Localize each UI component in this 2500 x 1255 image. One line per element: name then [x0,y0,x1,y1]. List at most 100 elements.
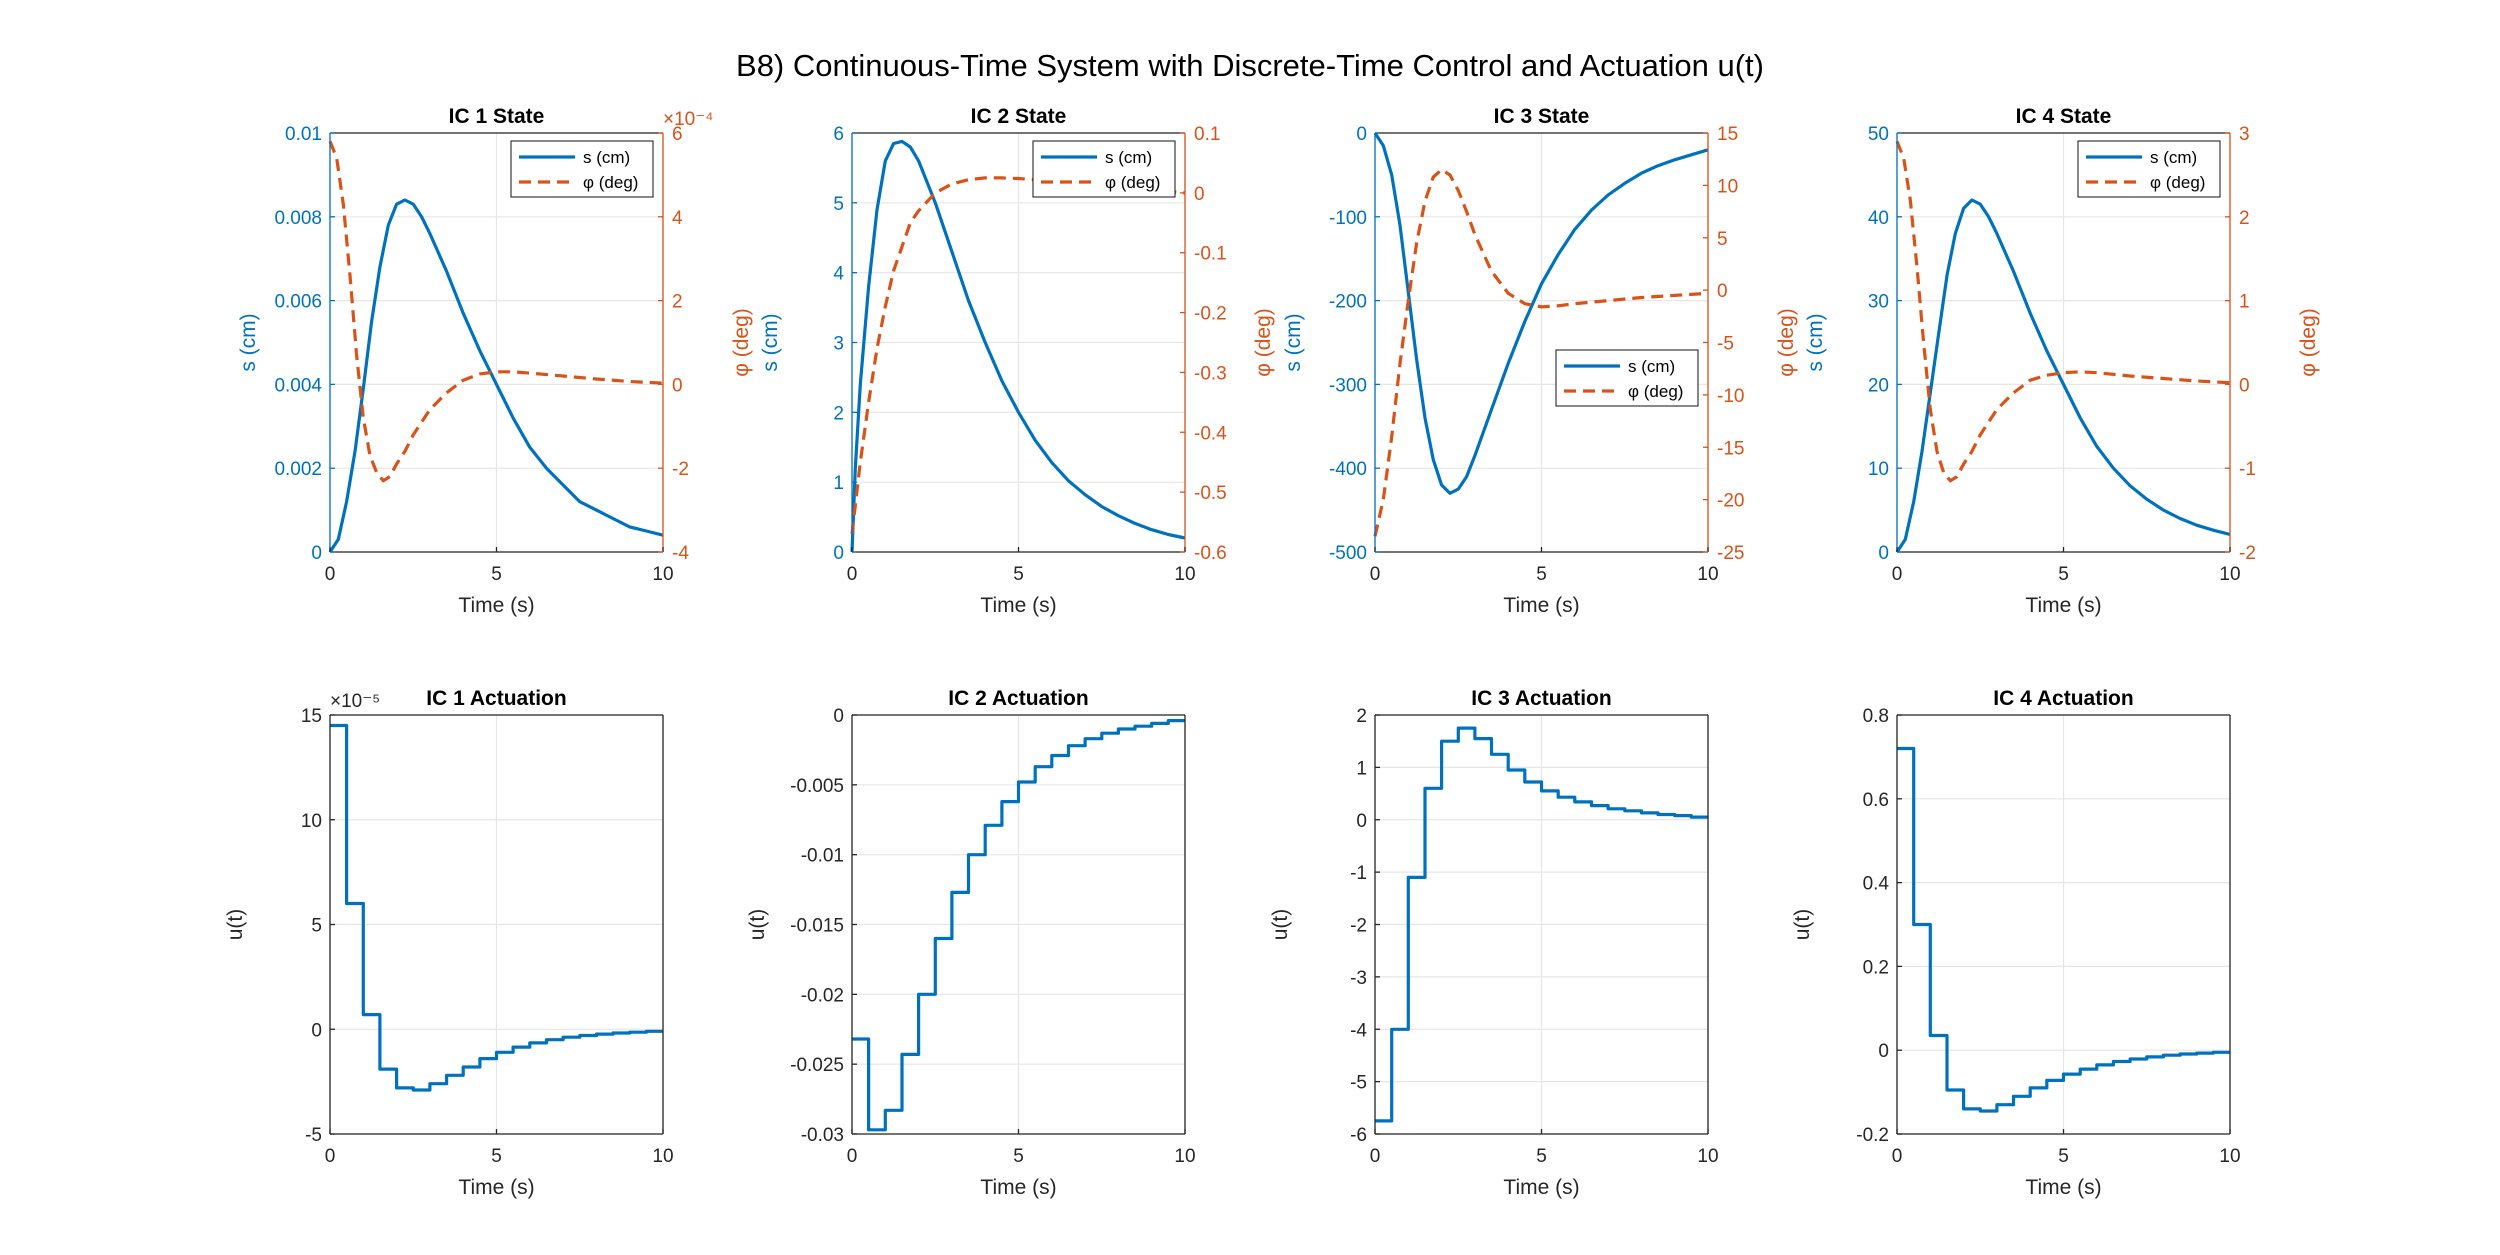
y-axis-label: u(t) [1269,909,1292,941]
y-tick-label: -2 [1350,916,1367,937]
y-tick-label: 0.2 [1863,957,1889,978]
y-tick-label: 0.4 [1863,874,1890,895]
y-tick-label: 2 [833,403,844,424]
y-tick-label: -0.015 [790,916,844,937]
y-tick-label: -200 [1329,292,1367,313]
y-tick-label: -3 [1350,968,1367,989]
y-tick-label: 0.008 [274,208,322,229]
y-right-tick-label: -0.4 [1194,423,1227,444]
y-tick-label: 0 [1356,124,1367,145]
y-right-tick-label: 0.1 [1194,124,1220,145]
x-tick-label: 5 [1536,564,1547,585]
y-right-tick-label: -2 [672,459,689,480]
subplot-title: IC 4 Actuation [1993,687,2133,710]
x-tick-label: 0 [847,564,858,585]
y-right-tick-label: -0.6 [1194,543,1227,564]
y-right-axis-label: φ (deg) [730,308,753,376]
y-right-tick-label: -0.3 [1194,363,1227,384]
y-right-tick-label: 2 [2239,208,2250,229]
y-tick-label: 0 [1878,543,1889,564]
y-right-tick-label: 1 [2239,292,2250,313]
legend: s (cm) φ (deg) [1032,140,1176,198]
x-tick-label: 10 [2219,1146,2240,1167]
y-right-tick-label: 0 [1194,184,1205,205]
y-tick-label: -500 [1329,543,1367,564]
subplot-7: 0 5 10 -6 -5 -4 -3 -2 -1 0 1 2 IC 3 Actuation Time (s… [1269,687,1719,1199]
y-right-tick-label: 0 [1717,281,1728,302]
series-line-1 [328,198,664,553]
legend: s (cm) φ (deg) [510,140,654,198]
y-tick-label: 50 [1868,124,1889,145]
series-line-1 [850,139,1186,553]
series-line-1 [852,718,1185,1132]
y-axis-label: s (cm) [1282,313,1305,371]
series-line-1 [1375,726,1708,1123]
y-right-tick-label: -5 [1717,334,1734,355]
legend-box [2077,140,2221,198]
y-tick-label: 0 [1878,1041,1889,1062]
x-tick-label: 0 [1370,1146,1381,1167]
y-tick-label: -100 [1329,208,1367,229]
x-axis-label: Time (s) [458,1176,534,1199]
y-tick-label: 0 [833,706,844,727]
x-tick-label: 0 [325,564,336,585]
x-axis-label: Time (s) [1503,594,1579,617]
y-right-tick-label: -0.5 [1194,483,1227,504]
y-right-tick-label: -4 [672,543,689,564]
y-axis-label: u(t) [1791,909,1814,941]
x-tick-label: 10 [1174,1146,1195,1167]
legend: s (cm) φ (deg) [2077,140,2221,198]
legend-box [1032,140,1176,198]
y-right-tick-label: 4 [672,208,683,229]
y-tick-label: 2 [1356,706,1367,727]
x-tick-label: 0 [847,1146,858,1167]
y-tick-label: 0 [833,543,844,564]
x-tick-label: 5 [2058,1146,2069,1167]
y-tick-label: 30 [1868,292,1889,313]
legend-label-2: φ (deg) [1105,173,1160,192]
y-tick-label: -6 [1350,1125,1367,1146]
y-right-tick-label: -15 [1717,438,1744,459]
x-tick-label: 10 [1174,564,1195,585]
x-tick-label: 5 [491,1146,502,1167]
y-tick-label: 0 [1356,811,1367,832]
y-exponent: ×10⁻⁵ [330,691,380,712]
series-line-2 [1373,168,1709,537]
subplot-title: IC 2 State [971,105,1067,128]
subplot-title: IC 4 State [2016,105,2112,128]
y-tick-label: 5 [833,194,844,215]
y-tick-label: 0.006 [274,292,322,313]
y-axis-label: s (cm) [237,313,260,371]
y-tick-label: -0.03 [801,1125,844,1146]
legend-label-2: φ (deg) [2150,173,2205,192]
x-tick-label: 0 [325,1146,336,1167]
y-right-exponent: ×10⁻⁴ [663,109,713,130]
y-tick-label: -300 [1329,375,1367,396]
legend-label-1: s (cm) [2150,148,2197,167]
x-tick-label: 5 [1013,1146,1024,1167]
y-tick-label: 10 [301,811,322,832]
y-tick-label: 0.01 [285,124,322,145]
y-tick-label: -0.01 [801,846,844,867]
legend: s (cm) φ (deg) [1555,349,1699,407]
y-tick-label: 10 [1868,459,1889,480]
legend-box [510,140,654,198]
series-line-1 [1373,132,1709,495]
y-axis-label: s (cm) [1804,313,1827,371]
y-tick-label: -0.02 [801,985,844,1006]
subplot-title: IC 3 State [1494,105,1590,128]
y-right-tick-label: -2 [2239,543,2256,564]
y-tick-label: -1 [1350,863,1367,884]
y-right-tick-label: -1 [2239,459,2256,480]
y-tick-label: 5 [311,916,322,937]
y-right-axis-label: φ (deg) [1252,308,1275,376]
subplot-3: 0 5 10 -500 -400 -300 -200 -100 0 -25 -20 -15 -10 -5 0… [1282,105,1798,617]
y-right-tick-label: -0.1 [1194,244,1227,265]
y-right-tick-label: -25 [1717,543,1744,564]
series-line-1 [1895,198,2231,553]
y-right-tick-label: -0.2 [1194,304,1227,325]
subplot-4: 0 5 10 0 10 20 30 40 50 -2 -1 0 1 2 3 φ (deg) IC 4 State… [1804,105,2320,617]
subplot-title: IC 2 Actuation [948,687,1088,710]
series-line-1 [330,723,663,1092]
